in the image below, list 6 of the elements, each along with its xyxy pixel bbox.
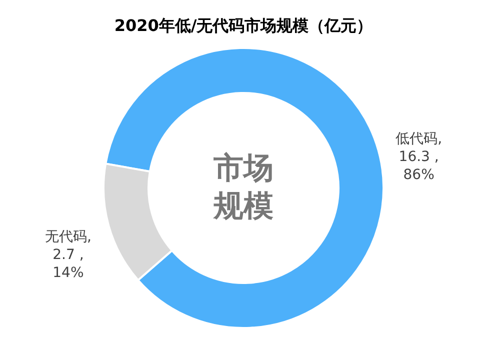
text: 规模 <box>212 189 274 224</box>
slice-label: 无代码, 2.7 , 14% <box>44 228 92 281</box>
donut-slice <box>104 47 384 329</box>
chart-title: 2020年低/无代码市场规模（亿元） <box>114 16 373 35</box>
slice-label: 低代码, 16.3 , 86% <box>396 131 442 184</box>
text: 市场 <box>212 151 274 186</box>
